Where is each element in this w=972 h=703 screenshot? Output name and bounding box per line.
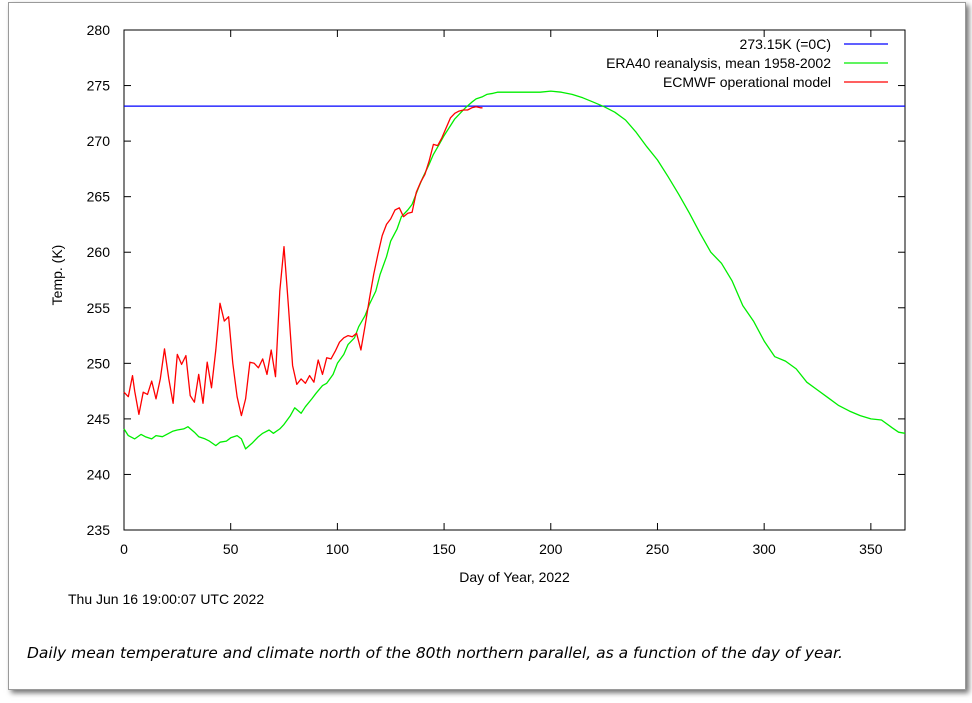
- x-tick-label: 350: [859, 541, 883, 557]
- x-tick-label: 250: [646, 541, 670, 557]
- y-tick-label: 270: [87, 133, 111, 149]
- plot-area-border: [123, 29, 906, 531]
- x-tick-label: 0: [120, 541, 128, 557]
- y-tick-label: 255: [87, 300, 111, 316]
- series-lines: [123, 90, 906, 450]
- y-tick-label: 245: [87, 411, 111, 427]
- temperature-chart: 0 50 100 150 200 250 300 350 235 240 245 250 255 260 2…: [49, 22, 906, 585]
- series-line-1: [123, 90, 906, 450]
- figure-caption: Daily mean temperature and climate north…: [27, 644, 843, 662]
- y-tick-label: 250: [87, 355, 111, 371]
- legend-label-2: ECMWF operational model: [663, 74, 831, 90]
- y-tick-label: 240: [87, 466, 111, 482]
- y-tick-label: 265: [87, 189, 111, 205]
- y-tick-label: 280: [87, 22, 111, 38]
- y-tick-label: 275: [87, 78, 111, 94]
- x-tick-label: 150: [432, 541, 456, 557]
- figure-frame: 0 50 100 150 200 250 300 350 235 240 245 250 255 260 2…: [8, 2, 966, 690]
- x-tick-label: 100: [326, 541, 350, 557]
- x-tick-label: 50: [223, 541, 239, 557]
- x-tick-label: 300: [752, 541, 776, 557]
- y-tick-label: 260: [87, 244, 111, 260]
- x-axis-label: Day of Year, 2022: [459, 569, 570, 585]
- timestamp: Thu Jun 16 19:00:07 UTC 2022: [68, 591, 265, 607]
- axis-ticks: 0 50 100 150 200 250 300 350 235 240 245 250 255 260 2…: [87, 22, 905, 557]
- series-line-2: [123, 106, 483, 417]
- legend-label-1: ERA40 reanalysis, mean 1958-2002: [606, 55, 831, 71]
- x-tick-label: 200: [539, 541, 563, 557]
- y-tick-label: 235: [87, 522, 111, 538]
- legend-label-0: 273.15K (=0C): [740, 36, 831, 52]
- legend: 273.15K (=0C) ERA40 reanalysis, mean 1958…: [606, 36, 888, 90]
- y-axis-label: Temp. (K): [49, 245, 65, 306]
